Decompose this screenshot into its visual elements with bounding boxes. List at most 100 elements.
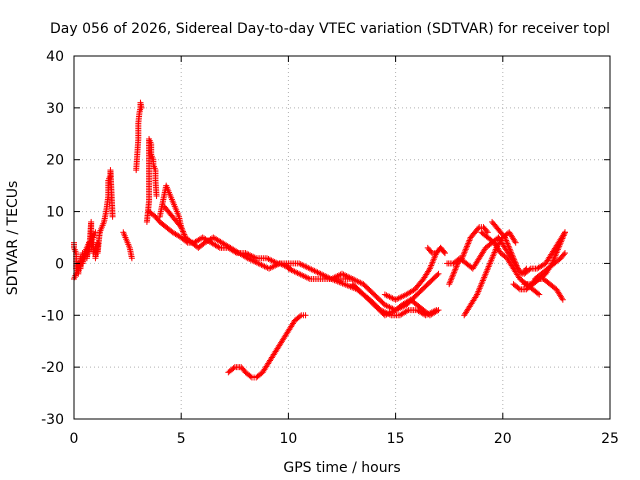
data-point <box>515 285 522 292</box>
x-tick-label: 25 <box>601 431 619 447</box>
x-tick-label: 5 <box>177 431 186 447</box>
data-point <box>509 253 516 260</box>
data-point <box>434 271 441 278</box>
data-point <box>465 238 472 245</box>
series-arc-9 <box>161 203 294 272</box>
data-point <box>296 313 303 320</box>
data-point <box>511 256 518 263</box>
series-arc-18 <box>461 229 519 319</box>
plot-frame <box>73 55 611 420</box>
y-tick-label: 10 <box>46 205 64 221</box>
data-point <box>450 270 457 277</box>
data-point <box>441 250 448 257</box>
data-point <box>462 246 469 253</box>
series-arc-22 <box>521 229 568 277</box>
y-tick-label: -10 <box>41 308 64 324</box>
grid-lines <box>74 56 610 419</box>
data-point <box>446 281 453 288</box>
data-point <box>512 259 519 266</box>
data-point <box>138 104 145 111</box>
data-point <box>509 252 516 259</box>
data-point <box>215 244 222 251</box>
data-point <box>179 227 186 234</box>
data-point <box>109 213 116 220</box>
data-point <box>448 276 455 283</box>
data-point <box>503 238 510 245</box>
data-point <box>473 293 480 300</box>
data-point <box>511 258 518 265</box>
series-arc-15 <box>424 244 448 257</box>
x-tick-label: 20 <box>494 431 512 447</box>
series-arc-6 <box>143 135 160 225</box>
data-point <box>448 275 455 282</box>
axis-ticks: 0 5 10 15 20 25 -30 -20 -10 0 10 20 30 40 <box>41 49 619 447</box>
data-point <box>558 295 565 302</box>
data-point <box>503 237 510 244</box>
data-point <box>404 307 411 314</box>
data-point <box>230 365 237 372</box>
data-point <box>440 248 447 255</box>
data-point <box>425 267 432 274</box>
series-arc-16 <box>446 224 491 288</box>
data-point <box>548 261 555 268</box>
data-point <box>508 250 515 257</box>
data-point <box>451 267 458 274</box>
data-point <box>449 272 456 279</box>
data-point <box>451 269 458 276</box>
data-point <box>433 307 440 314</box>
data-point <box>512 261 519 268</box>
data-point <box>153 193 160 200</box>
data-point <box>536 291 543 298</box>
series-arc-19 <box>489 218 530 277</box>
data-point <box>504 240 511 247</box>
data-point <box>302 312 309 319</box>
data-point <box>435 270 442 277</box>
data-point <box>511 238 518 245</box>
data-point <box>526 266 533 273</box>
y-tick-label: 20 <box>46 153 64 169</box>
data-point <box>427 248 434 255</box>
y-tick-label: -20 <box>41 360 64 376</box>
data-point <box>505 241 512 248</box>
data-point <box>453 263 460 270</box>
data-point <box>463 244 470 251</box>
data-point <box>506 244 513 251</box>
series-arc-10 <box>225 312 309 381</box>
data-point <box>462 247 469 254</box>
chart-title: Day 056 of 2026, Sidereal Day-to-day VTE… <box>50 21 610 37</box>
x-tick-label: 10 <box>279 431 297 447</box>
data-point <box>128 255 135 262</box>
data-point <box>484 229 491 236</box>
series-arc-4 <box>120 229 135 262</box>
data-point <box>475 225 482 232</box>
data-point <box>507 247 514 254</box>
data-point <box>506 246 513 253</box>
y-tick-label: 40 <box>46 49 64 65</box>
y-tick-label: 30 <box>46 101 64 117</box>
data-point <box>559 296 566 303</box>
series-arc-24 <box>510 229 568 293</box>
data-point <box>449 273 456 280</box>
data-point <box>510 255 517 262</box>
data-point <box>483 228 490 235</box>
y-tick-label: 0 <box>55 256 64 272</box>
data-points <box>71 99 568 381</box>
data-point <box>446 279 453 286</box>
y-axis-label: SDTVAR / TECUs <box>5 181 21 296</box>
data-point <box>560 251 567 258</box>
data-point <box>561 229 568 236</box>
data-point <box>447 278 454 285</box>
data-point <box>461 249 468 256</box>
data-point <box>464 241 471 248</box>
data-point <box>466 237 473 244</box>
data-point <box>465 240 472 247</box>
series-arc-21 <box>521 275 566 303</box>
series-arc-3 <box>96 167 116 236</box>
x-tick-label: 0 <box>70 431 79 447</box>
x-tick-label: 15 <box>387 431 405 447</box>
y-tick-label: -30 <box>41 412 64 428</box>
data-point <box>452 264 459 271</box>
data-point <box>460 250 467 257</box>
data-point <box>178 224 185 231</box>
data-point <box>180 228 187 235</box>
